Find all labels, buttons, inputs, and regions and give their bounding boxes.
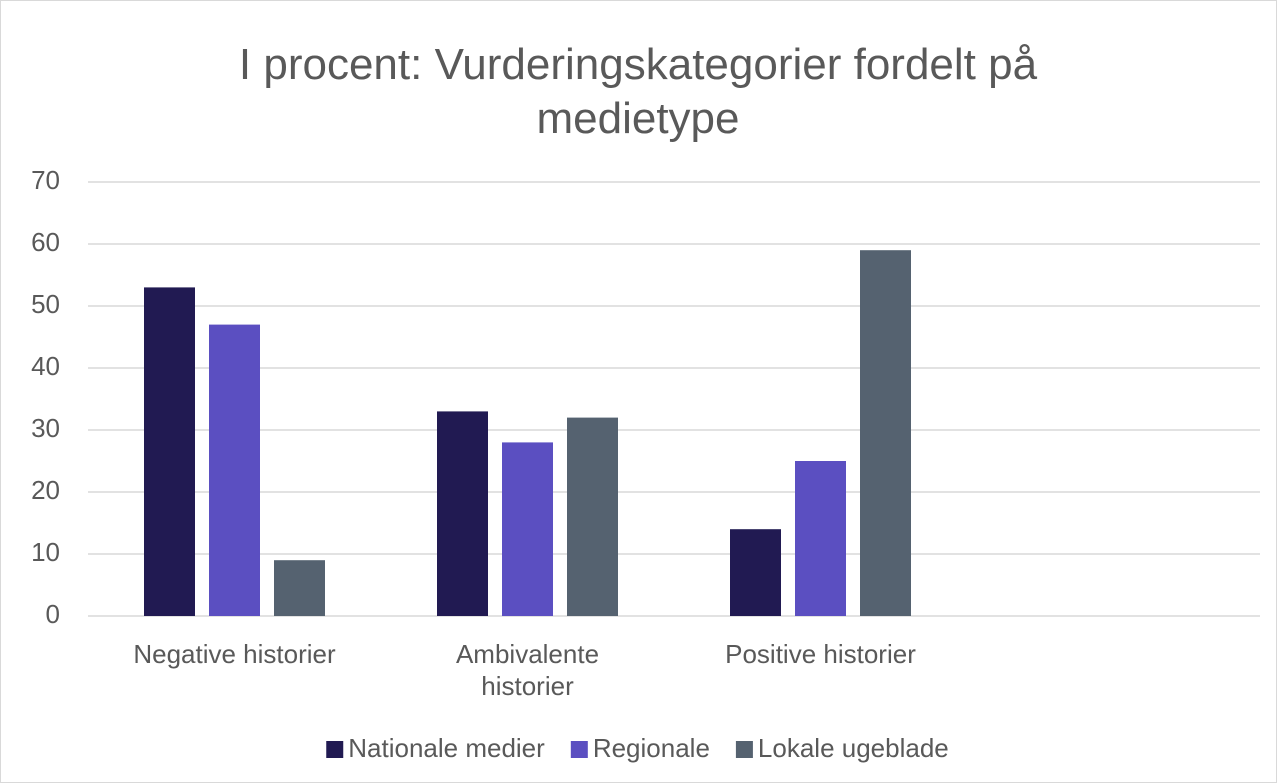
y-tick-label: 0 — [46, 599, 60, 629]
legend-swatch — [735, 741, 753, 758]
legend-swatch — [570, 741, 588, 758]
bar — [144, 287, 195, 616]
bar — [730, 529, 781, 616]
y-tick-label: 50 — [31, 289, 60, 319]
legend-label: Lokale ugeblade — [758, 733, 949, 763]
x-tick-label: Negative historier — [133, 639, 336, 669]
y-tick-label: 30 — [31, 413, 60, 443]
bar — [795, 461, 846, 616]
y-tick-label: 70 — [31, 165, 60, 195]
bar — [502, 442, 553, 616]
x-tick-label: Positive historier — [725, 639, 916, 669]
y-tick-label: 10 — [31, 537, 60, 567]
x-tick-label: Ambivalente historier — [455, 639, 600, 701]
y-tick-label: 20 — [31, 475, 60, 505]
legend-label: Regionale — [593, 733, 710, 763]
legend-swatch — [326, 741, 344, 758]
bar — [437, 411, 488, 616]
legend-label: Nationale medier — [348, 733, 545, 763]
bar — [274, 560, 325, 616]
bar — [567, 417, 618, 616]
y-tick-label: 60 — [31, 227, 60, 257]
bar — [860, 250, 911, 616]
bar — [209, 324, 260, 616]
chart-title: I procent: Vurderingskategorier fordelt … — [238, 40, 1038, 143]
y-tick-label: 40 — [31, 351, 60, 381]
